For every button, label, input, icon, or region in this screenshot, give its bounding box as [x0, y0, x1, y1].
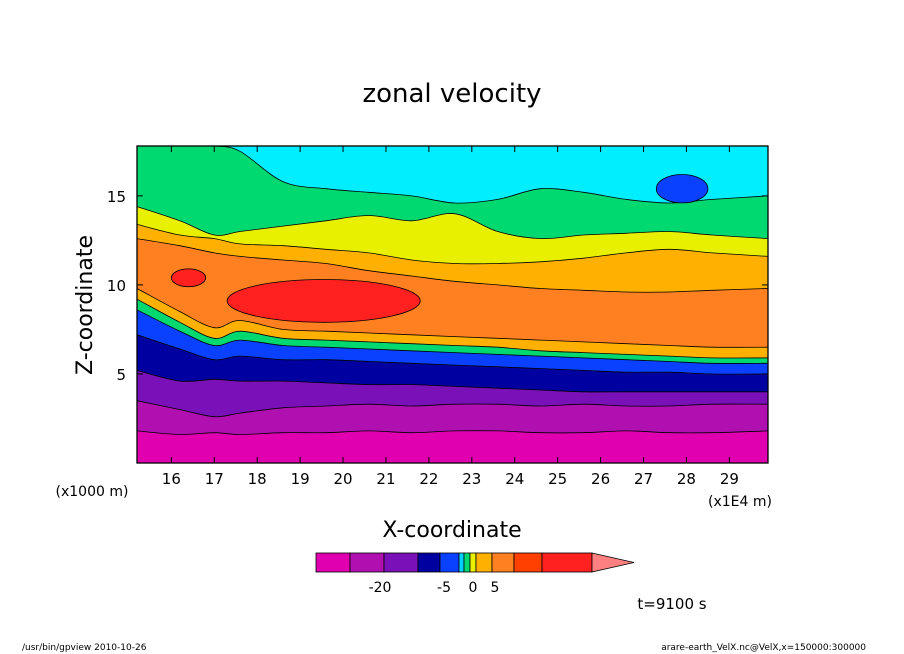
x-tick-label: 28 — [677, 470, 696, 488]
x-unit-left: (x1000 m) — [56, 484, 129, 500]
contour-patch — [170, 268, 207, 288]
contour-patch — [655, 174, 709, 204]
x-tick-label: 24 — [505, 470, 524, 488]
x-tick-label: 27 — [634, 470, 653, 488]
colorbar-segment — [315, 552, 351, 573]
contour-patches — [170, 174, 709, 323]
x-tick-label: 19 — [291, 470, 310, 488]
colorbar-segment — [469, 552, 477, 573]
colorbar-tick-label: 0 — [469, 580, 478, 596]
contour-patch — [226, 279, 421, 323]
x-tick-label: 21 — [376, 470, 395, 488]
y-tick-label: 15 — [107, 188, 126, 206]
y-tick-label: 5 — [116, 366, 126, 384]
colorbar-tick-label: -5 — [437, 580, 451, 596]
colorbar-segment — [383, 552, 419, 573]
x-tick-label: 25 — [548, 470, 567, 488]
colorbar-labels: -20 -5 0 5 — [369, 580, 500, 596]
colorbar-segment — [417, 552, 441, 573]
x-axis-ticks: 16 17 18 19 20 21 22 23 24 25 26 27 28 29 — [162, 146, 739, 488]
colorbar — [315, 552, 635, 573]
colorbar-segment — [475, 552, 493, 573]
x-axis-label: X-coordinate — [382, 518, 521, 543]
colorbar-segment — [541, 552, 593, 573]
contour-band — [137, 430, 768, 463]
colorbar-tick-label: -20 — [369, 580, 392, 596]
x-tick-label: 18 — [248, 470, 267, 488]
plot-area — [137, 146, 768, 463]
x-tick-label: 16 — [162, 470, 181, 488]
chart-title: zonal velocity — [362, 79, 541, 109]
colorbar-segment — [349, 552, 385, 573]
colorbar-segment — [513, 552, 543, 573]
x-tick-label: 20 — [333, 470, 352, 488]
time-label: t=9100 s — [637, 595, 706, 613]
x-unit-right: (x1E4 m) — [708, 494, 772, 510]
x-tick-label: 17 — [205, 470, 224, 488]
y-tick-label: 10 — [107, 277, 126, 295]
colorbar-segment — [439, 552, 460, 573]
x-tick-label: 22 — [419, 470, 438, 488]
footer-left: /usr/bin/gpview 2010-10-26 — [22, 643, 147, 653]
y-axis-ticks: 5 10 15 — [107, 188, 768, 384]
colorbar-segment — [463, 552, 471, 573]
x-tick-label: 29 — [720, 470, 739, 488]
plot-frame — [136, 145, 769, 464]
y-axis-label: Z-coordinate — [73, 235, 98, 375]
x-tick-label: 26 — [591, 470, 610, 488]
colorbar-segment — [458, 552, 465, 573]
colorbar-tick-label: 5 — [491, 580, 500, 596]
footer-right: arare-earth_VelX.nc@VelX,x=150000:300000 — [661, 643, 866, 653]
x-tick-label: 23 — [462, 470, 481, 488]
colorbar-extension — [591, 552, 635, 573]
colorbar-segment — [491, 552, 515, 573]
